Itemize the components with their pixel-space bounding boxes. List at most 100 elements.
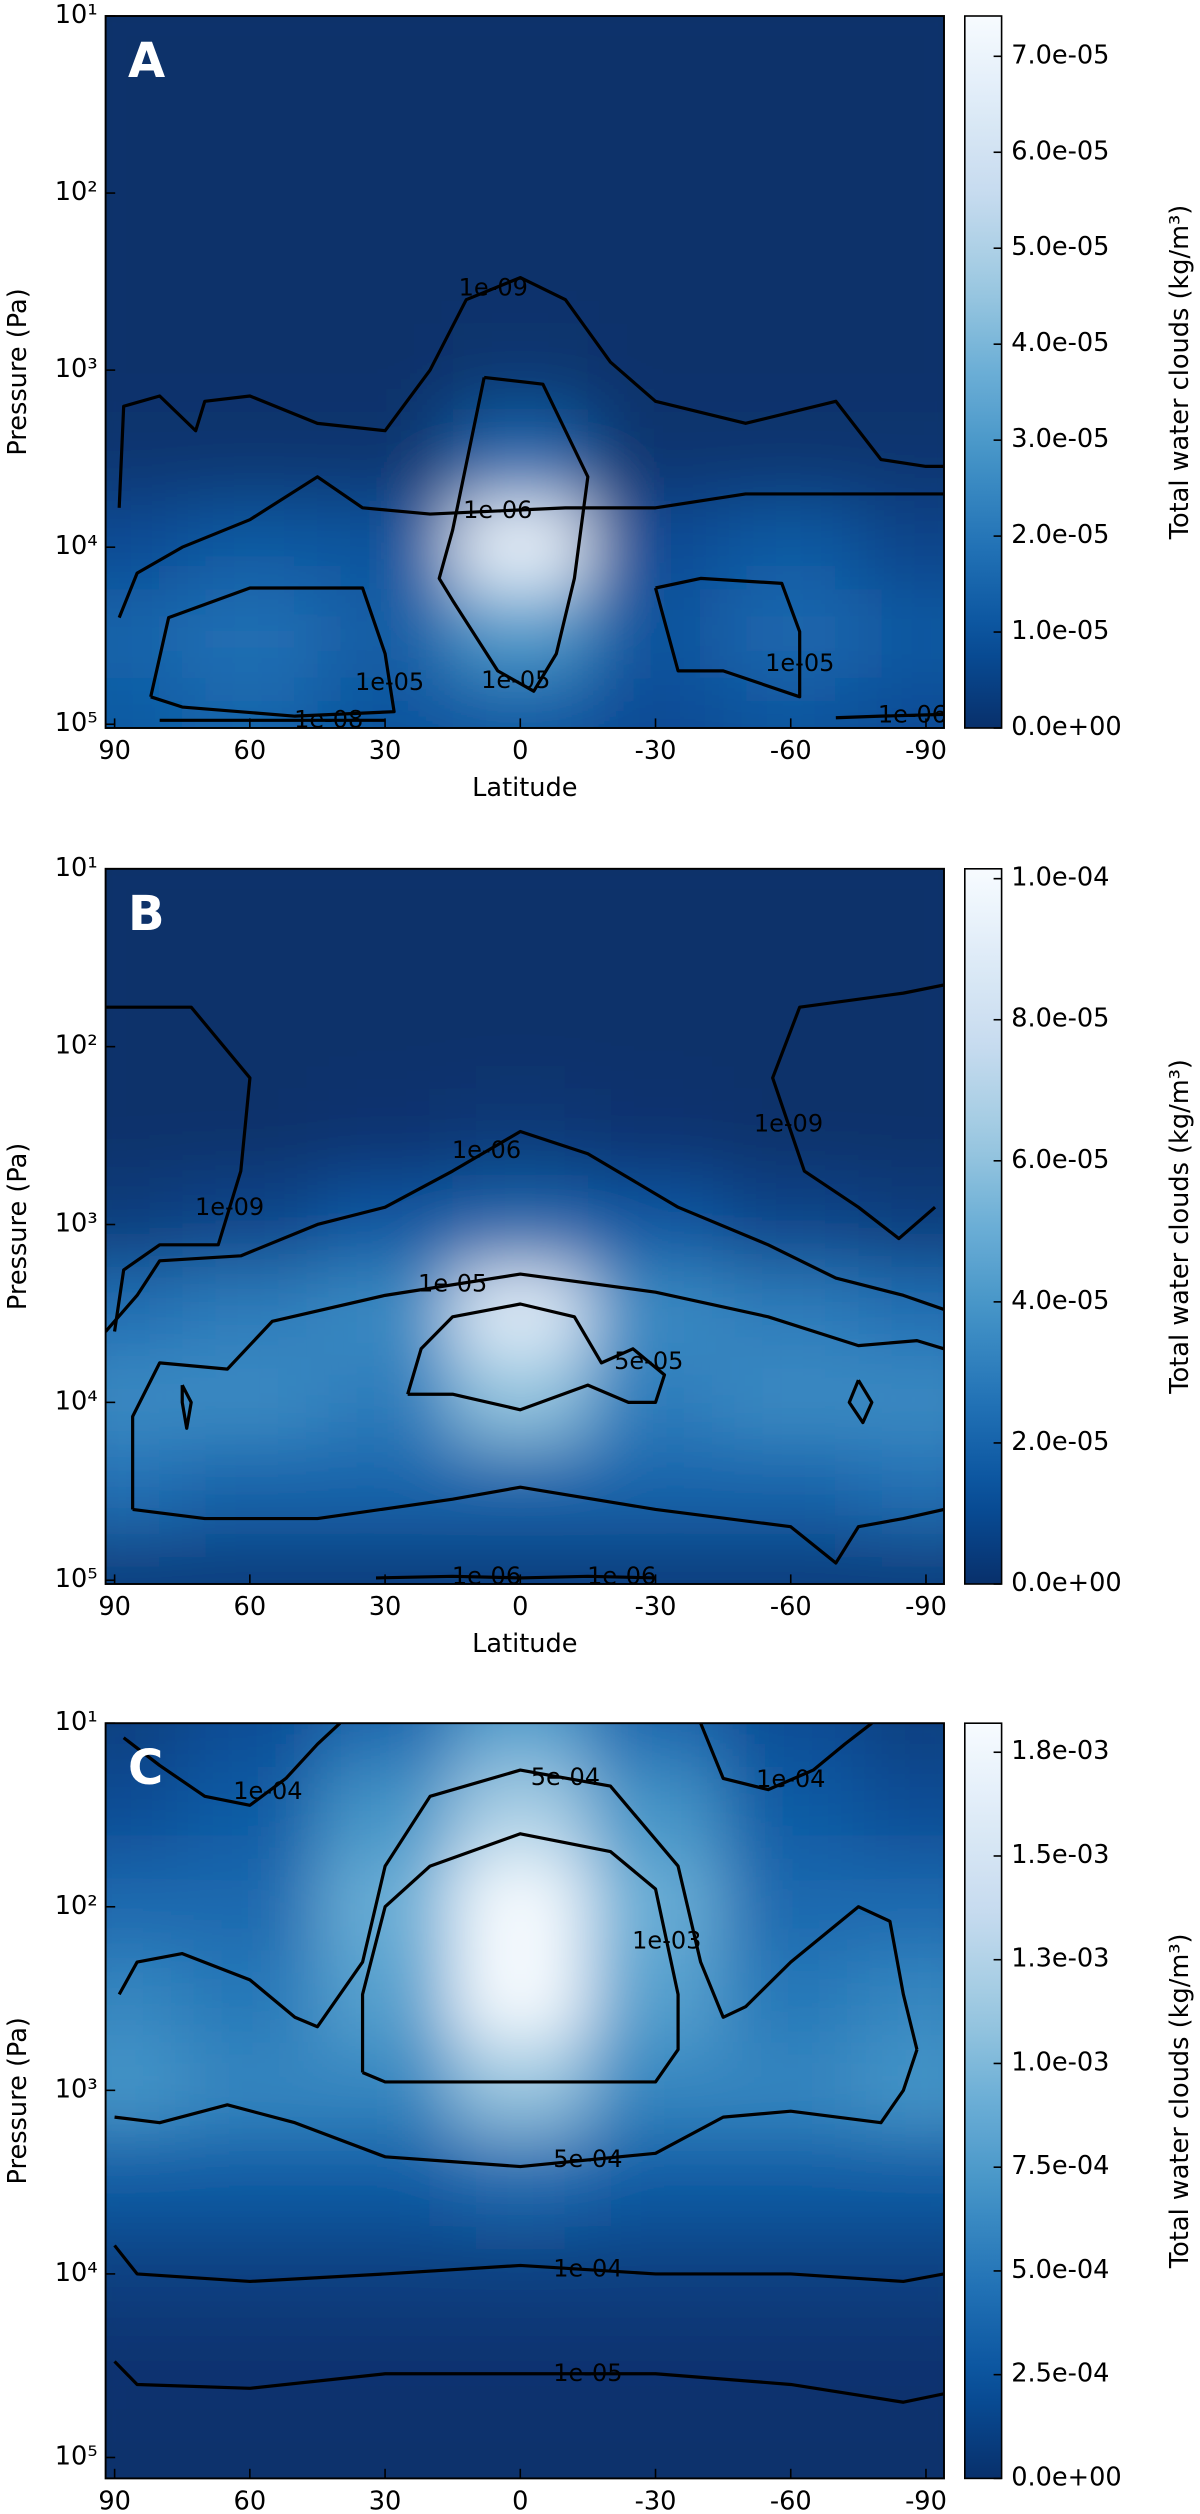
plot-frame [104, 1722, 945, 2480]
panel: 1e-09 1e-06 1e-05 1e-05 1e-05 1e-08 1e-06 A 90 60… [3, 0, 1195, 803]
heat-cell [858, 58, 944, 148]
heat-cell [587, 1089, 724, 1179]
heat-cell [723, 1723, 860, 1768]
heat-cell [723, 500, 860, 591]
colorbar-tick-label: 5.0e-05 [1011, 232, 1109, 262]
panel-label: C [128, 1740, 163, 1796]
y-tick-label: 10⁵ [55, 1564, 98, 1594]
heat-cell [105, 1266, 184, 1357]
x-tick-label: 60 [234, 736, 267, 766]
heat-cell [317, 500, 454, 591]
colorbar-label: Total water clouds (kg/m³) [1165, 205, 1195, 541]
contour-line [113, 2360, 944, 2404]
y-tick-label: 10⁴ [55, 2258, 98, 2288]
heat-cell [452, 146, 589, 237]
x-tick-label: 90 [98, 2486, 131, 2514]
heat-cell [723, 235, 860, 325]
heat-cell [723, 146, 860, 237]
heat-cell [105, 911, 184, 1001]
contour-line [375, 1574, 521, 1580]
heat-cell [105, 2317, 184, 2411]
heat-cell [182, 589, 319, 679]
heat-cell [723, 16, 860, 60]
y-tick-label: 10³ [55, 2074, 98, 2104]
heat-cell [452, 1000, 589, 1090]
colorbar-tick-label: 1.0e-03 [1011, 2047, 1109, 2077]
heat-cell [105, 323, 184, 414]
heat-cell [452, 235, 589, 325]
heat-cell [587, 1178, 724, 1268]
heat-cell [452, 2042, 589, 2135]
colorbar-tick-label: 1.0e-04 [1011, 863, 1109, 893]
heat-cell [587, 868, 724, 913]
heat-cell [452, 868, 589, 913]
heat-cell [723, 412, 860, 502]
heat-cell [317, 1723, 454, 1768]
heat-cell [723, 911, 860, 1001]
heat-cell [105, 589, 184, 679]
colorbar-tick-label: 1.5e-03 [1011, 1840, 1109, 1870]
x-tick-label: -60 [770, 1592, 812, 1622]
heat-cell [182, 1178, 319, 1268]
heat-cell [182, 1858, 319, 1952]
heat-cell [452, 2225, 589, 2319]
contour-label: 1e-09 [459, 274, 528, 302]
heat-cell [452, 1858, 589, 1952]
contour-line [847, 1379, 874, 1425]
contour-line [132, 1485, 944, 1565]
heat-cell [105, 1089, 184, 1179]
heat-cell [105, 235, 184, 325]
heat-cell [182, 2225, 319, 2319]
contour-line [149, 586, 396, 718]
heat-cell [723, 2134, 860, 2227]
heat-cell [452, 323, 589, 414]
y-axis-label: Pressure (Pa) [3, 2017, 33, 2184]
x-tick-label: -90 [905, 736, 947, 766]
heat-cell [587, 911, 724, 1001]
heat-cell [723, 868, 860, 913]
heat-cell [858, 1858, 944, 1952]
heat-cell [587, 1723, 724, 1768]
colorbar-tick-label: 4.0e-05 [1011, 328, 1109, 358]
heat-cell [182, 146, 319, 237]
heat-cell [317, 2409, 454, 2479]
contour-label: 1e-04 [233, 1777, 302, 1805]
panel: 1e-04 1e-04 5e-04 5e-04 1e-03 1e-04 1e-05 C 90 60… [3, 1707, 1195, 2514]
x-tick-label: -90 [905, 2486, 947, 2514]
heat-cell [587, 500, 724, 591]
colorbar-tick-label: 5.0e-04 [1011, 2255, 1109, 2285]
y-tick-label: 10² [55, 177, 98, 207]
heat-cell [723, 2042, 860, 2135]
heat-cell [858, 911, 944, 1001]
contour-label: 1e-05 [355, 668, 424, 696]
y-tick-label: 10⁵ [55, 2441, 98, 2471]
heat-cell [317, 1266, 454, 1357]
contour-line [437, 375, 590, 693]
colorbar-tick-label: 0.0e+00 [1011, 2462, 1121, 2492]
heat-cell [317, 16, 454, 60]
heat-cell [182, 2042, 319, 2135]
heat-cell [182, 2409, 319, 2479]
contour-line [105, 1005, 252, 1332]
heat-cell [858, 1723, 944, 1768]
heat-cell [317, 1178, 454, 1268]
heat-cell [182, 1089, 319, 1179]
heat-cell [317, 1089, 454, 1179]
heat-cell [587, 2409, 724, 2479]
contour-label: 1e-05 [553, 2359, 622, 2387]
contour-label: 5e-04 [531, 1763, 600, 1791]
contour-label: 1e-08 [294, 705, 363, 733]
contour-line [699, 1723, 873, 1792]
heat-cell [105, 16, 184, 60]
heat-cell [182, 2134, 319, 2227]
contour-label: 1e-06 [587, 1562, 656, 1590]
heatmap [105, 1723, 944, 2479]
heat-cell [858, 677, 944, 728]
heat-cell [105, 1950, 184, 2044]
heat-cell [858, 2134, 944, 2227]
heat-cell [858, 2042, 944, 2135]
contour-line [117, 475, 944, 619]
y-tick-label: 10³ [55, 1209, 98, 1239]
y-tick-label: 10¹ [55, 1707, 98, 1737]
heat-cell [858, 2409, 944, 2479]
